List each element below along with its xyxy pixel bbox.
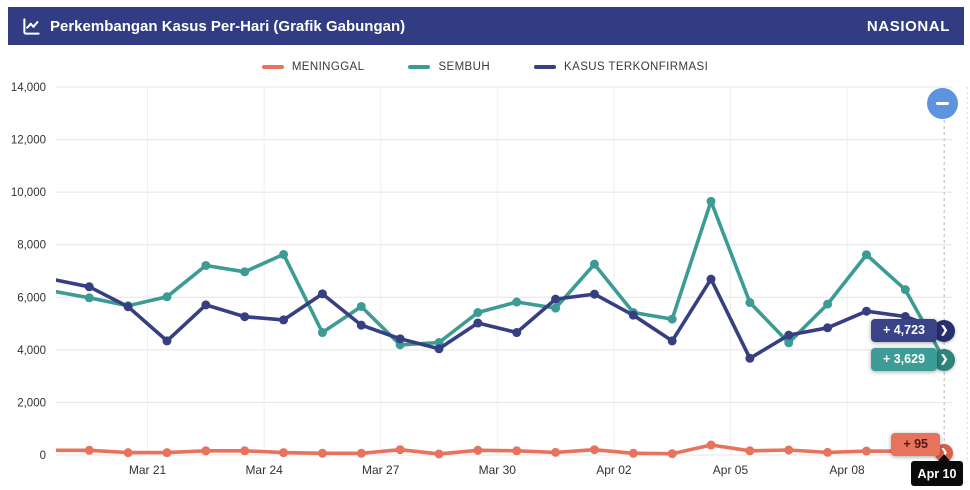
svg-text:0: 0: [40, 450, 46, 462]
chart-legend: MENINGGAL SEMBUH KASUS TERKONFIRMASI: [0, 61, 970, 73]
legend-swatch-sembuh: [408, 65, 431, 69]
chevron-right-icon: ❯: [933, 319, 956, 342]
legend-swatch-meninggal: [261, 65, 284, 69]
svg-text:Mar 21: Mar 21: [129, 463, 167, 477]
line-chart-icon: [23, 17, 40, 35]
svg-text:4,000: 4,000: [17, 345, 46, 357]
svg-text:Apr 02: Apr 02: [596, 463, 632, 477]
svg-text:2,000: 2,000: [17, 397, 46, 409]
svg-text:Mar 24: Mar 24: [245, 463, 283, 477]
legend-label: MENINGGAL: [291, 61, 365, 73]
zoom-out-button[interactable]: [927, 88, 958, 119]
svg-text:Apr 08: Apr 08: [829, 463, 865, 477]
legend-item-kasus-terkonfirmasi[interactable]: KASUS TERKONFIRMASI: [534, 61, 708, 73]
region-badge: NASIONAL: [866, 17, 950, 35]
crosshair-date-tooltip: Apr 10: [911, 454, 963, 486]
legend-label: KASUS TERKONFIRMASI: [564, 61, 709, 73]
end-label-recovered: + 3,629: [870, 348, 937, 372]
svg-text:Mar 27: Mar 27: [362, 463, 400, 477]
svg-text:14,000: 14,000: [11, 82, 46, 94]
svg-text:10,000: 10,000: [11, 187, 46, 199]
end-label-confirmed: + 4,723: [870, 319, 937, 343]
svg-text:Mar 30: Mar 30: [479, 463, 517, 477]
legend-label: SEMBUH: [438, 61, 491, 73]
end-label-deaths: + 95: [891, 433, 940, 456]
header-title-group: Perkembangan Kasus Per-Hari (Grafik Gabu…: [22, 17, 405, 36]
header-bar: Perkembangan Kasus Per-Hari (Grafik Gabu…: [8, 7, 964, 45]
page-title: Perkembangan Kasus Per-Hari (Grafik Gabu…: [50, 17, 406, 35]
svg-text:8,000: 8,000: [17, 240, 46, 252]
chevron-right-icon: ❯: [933, 348, 956, 371]
series-kasus-terkonfirmasi: [56, 274, 947, 363]
svg-text:12,000: 12,000: [11, 135, 46, 147]
legend-item-meninggal[interactable]: MENINGGAL: [261, 61, 365, 73]
svg-text:Apr 05: Apr 05: [713, 463, 749, 477]
legend-item-sembuh[interactable]: SEMBUH: [408, 61, 490, 73]
minus-icon: [936, 102, 949, 105]
legend-swatch-kasus-terkonfirmasi: [534, 65, 557, 69]
svg-text:6,000: 6,000: [17, 292, 46, 304]
